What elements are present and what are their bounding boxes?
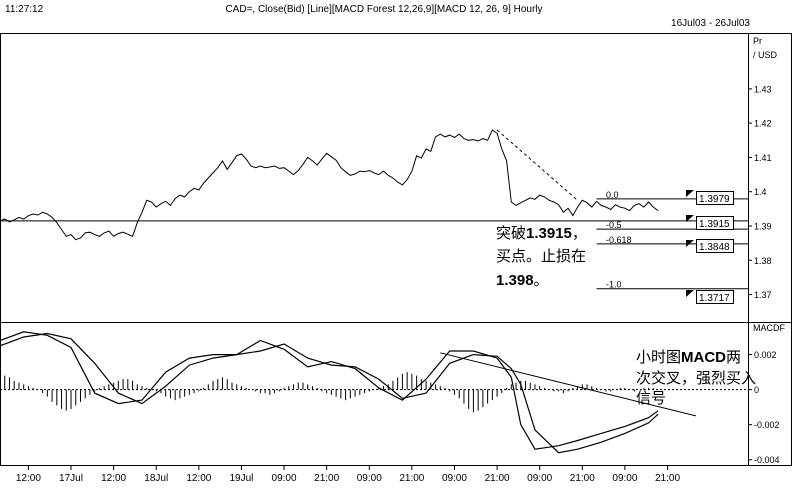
price-tick-label: 1.43 xyxy=(754,84,772,94)
price-label-3-text: 1.3848 xyxy=(699,242,730,253)
x-tick-label: 09:00 xyxy=(272,473,297,484)
fib-label: -0.5 xyxy=(606,220,622,230)
x-tick-label: 12:00 xyxy=(101,473,126,484)
macd-tick-label: -0.004 xyxy=(754,455,780,465)
date-range: 16Jul03 - 26Jul03 xyxy=(671,18,750,29)
fib-label: -0.618 xyxy=(606,235,632,245)
price-label-1: 1.3979 xyxy=(686,190,734,205)
x-tick-label: 12:00 xyxy=(186,473,211,484)
macd-annotation-line2: 次交叉，强烈买入 xyxy=(636,369,756,387)
header-time: 11:27:12 xyxy=(5,4,44,15)
x-tick-label: 17Jul xyxy=(59,473,83,484)
macd-annotation-line1: 小时图MACD两 xyxy=(636,349,741,366)
fib-label: -1.0 xyxy=(606,280,622,290)
price-line xyxy=(0,129,659,241)
macd-tick-label: 0.002 xyxy=(754,350,777,360)
price-label-3: 1.3848 xyxy=(686,239,734,253)
price-tick-label: 1.42 xyxy=(754,119,772,129)
x-tick-label: 12:00 xyxy=(16,473,41,484)
macd-trendline xyxy=(440,352,697,417)
x-tick-label: 19Jul xyxy=(229,473,253,484)
x-tick-label: 21:00 xyxy=(570,473,595,484)
price-annotation-line2: 买点。止损在 xyxy=(496,248,586,265)
price-label-2: 1.3915 xyxy=(686,215,734,230)
price-tick-label: 1.37 xyxy=(754,290,772,300)
price-tick-label: 1.39 xyxy=(754,222,772,232)
price-label-2-text: 1.3915 xyxy=(699,219,730,230)
x-tick-label: 09:00 xyxy=(357,473,382,484)
price-annotation-line1: 突破1.3915， xyxy=(496,225,587,242)
x-tick-label: 21:00 xyxy=(655,473,680,484)
price-label-1-text: 1.3979 xyxy=(699,194,730,205)
x-tick-label: 09:00 xyxy=(442,473,467,484)
x-tick-label: 18Jul xyxy=(144,473,168,484)
macd-annotation-line3: 信号 xyxy=(636,390,666,407)
x-tick-label: 21:00 xyxy=(399,473,424,484)
macd-y-ticks: -0.004 -0.002 0 0.002 xyxy=(748,350,780,465)
macd-tick-label: -0.002 xyxy=(754,420,780,430)
dashed-trendline xyxy=(496,129,578,201)
price-y-ticks: 1.37 1.38 1.39 1.4 1.41 1.42 1.43 xyxy=(748,84,772,300)
x-ticks: 12:00 17Jul 12:00 18Jul 12:00 19Jul 09:00 21:00… xyxy=(16,465,680,484)
chart-frame xyxy=(0,33,792,466)
macd-line xyxy=(0,331,659,450)
x-tick-label: 09:00 xyxy=(612,473,637,484)
fib-label: 0.0 xyxy=(606,190,619,200)
x-tick-label: 21:00 xyxy=(314,473,339,484)
macd-histogram xyxy=(0,372,654,413)
chart-title: CAD=, Close(Bid) [Line][MACD Forest 12,2… xyxy=(225,4,542,15)
price-axis-unit: / USD xyxy=(753,50,778,60)
x-tick-label: 21:00 xyxy=(485,473,510,484)
signal-line xyxy=(0,332,659,454)
price-annotation-line3: 1.398。 xyxy=(496,272,549,289)
price-tick-label: 1.38 xyxy=(754,256,772,266)
price-tick-label: 1.41 xyxy=(754,153,772,163)
price-label-4-text: 1.3717 xyxy=(699,293,730,304)
x-tick-label: 09:00 xyxy=(527,473,552,484)
price-label-4: 1.3717 xyxy=(686,290,734,304)
price-tick-label: 1.4 xyxy=(754,187,767,197)
macd-axis-title: MACDF xyxy=(753,323,785,333)
price-axis-title: Pr xyxy=(753,36,762,46)
macd-tick-label: 0 xyxy=(754,385,759,395)
